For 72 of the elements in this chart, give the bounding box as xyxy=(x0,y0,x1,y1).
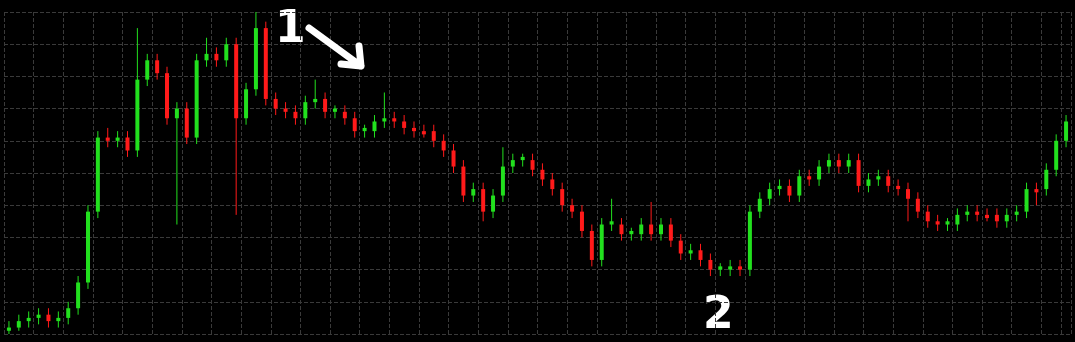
candlestick xyxy=(540,162,545,187)
candlestick xyxy=(659,217,663,242)
candlestick xyxy=(846,153,851,174)
candlestick xyxy=(560,182,565,213)
candlestick xyxy=(955,207,960,232)
candlestick xyxy=(1024,182,1029,219)
candlestick xyxy=(826,153,831,174)
candlestick xyxy=(491,188,496,219)
candlestick xyxy=(797,169,802,203)
candlestick xyxy=(530,153,535,177)
candlestick xyxy=(431,124,436,148)
candlestick xyxy=(896,178,901,197)
candlestick xyxy=(273,92,278,116)
candlestick xyxy=(6,320,11,335)
candlestick xyxy=(905,182,910,222)
candlestick xyxy=(451,143,456,174)
candlestick xyxy=(174,101,179,226)
candlestick xyxy=(441,133,446,158)
candlestick xyxy=(303,95,308,126)
candlestick xyxy=(66,301,71,325)
candlestick xyxy=(352,111,357,139)
candlestick xyxy=(471,182,476,203)
candlestick xyxy=(224,37,229,68)
candlestick xyxy=(836,153,841,174)
candlestick xyxy=(323,92,328,119)
candlestick xyxy=(372,114,377,139)
candlestick xyxy=(708,253,713,277)
candlestick xyxy=(975,204,980,222)
candlestick xyxy=(105,127,110,148)
candlestick xyxy=(994,207,999,229)
candlestick xyxy=(915,191,920,219)
candlestick xyxy=(1034,182,1039,206)
candlestick xyxy=(619,217,624,242)
candlestick xyxy=(570,198,575,219)
candlestick xyxy=(145,53,150,87)
candlestick xyxy=(985,207,990,222)
candlestick xyxy=(481,182,486,222)
candlestick xyxy=(787,178,792,203)
candlestick xyxy=(866,172,871,193)
annotation: 1 xyxy=(275,0,306,52)
candlestick xyxy=(738,259,743,277)
candlestick xyxy=(125,130,130,158)
candlestick xyxy=(342,104,347,126)
candlestick xyxy=(639,217,644,242)
candlestick xyxy=(1004,207,1009,229)
candlestick xyxy=(402,114,407,135)
candlestick xyxy=(668,217,673,248)
candlestick xyxy=(609,198,614,232)
candlestick xyxy=(678,233,683,261)
candlestick xyxy=(886,169,891,193)
candlestick xyxy=(925,204,930,229)
candlestick xyxy=(1064,114,1069,148)
candlestick xyxy=(698,243,703,267)
candlestick xyxy=(382,92,387,129)
candlestick xyxy=(649,201,654,242)
candlestick xyxy=(550,172,555,197)
candlestick xyxy=(204,37,209,68)
candlestick xyxy=(155,53,160,81)
candlestick xyxy=(579,204,584,238)
candlestick xyxy=(313,79,318,110)
candlestick xyxy=(767,182,772,206)
candlestick xyxy=(214,46,219,68)
annotation: 2 xyxy=(703,286,734,338)
candlestick xyxy=(757,191,762,219)
candlestick xyxy=(510,153,515,174)
candlestick xyxy=(46,307,51,329)
candlestick xyxy=(421,124,426,139)
candlestick xyxy=(332,104,337,119)
candlestick xyxy=(412,120,416,139)
candlestick xyxy=(1044,162,1049,197)
candlestick xyxy=(817,159,822,187)
candlestick xyxy=(293,104,298,126)
